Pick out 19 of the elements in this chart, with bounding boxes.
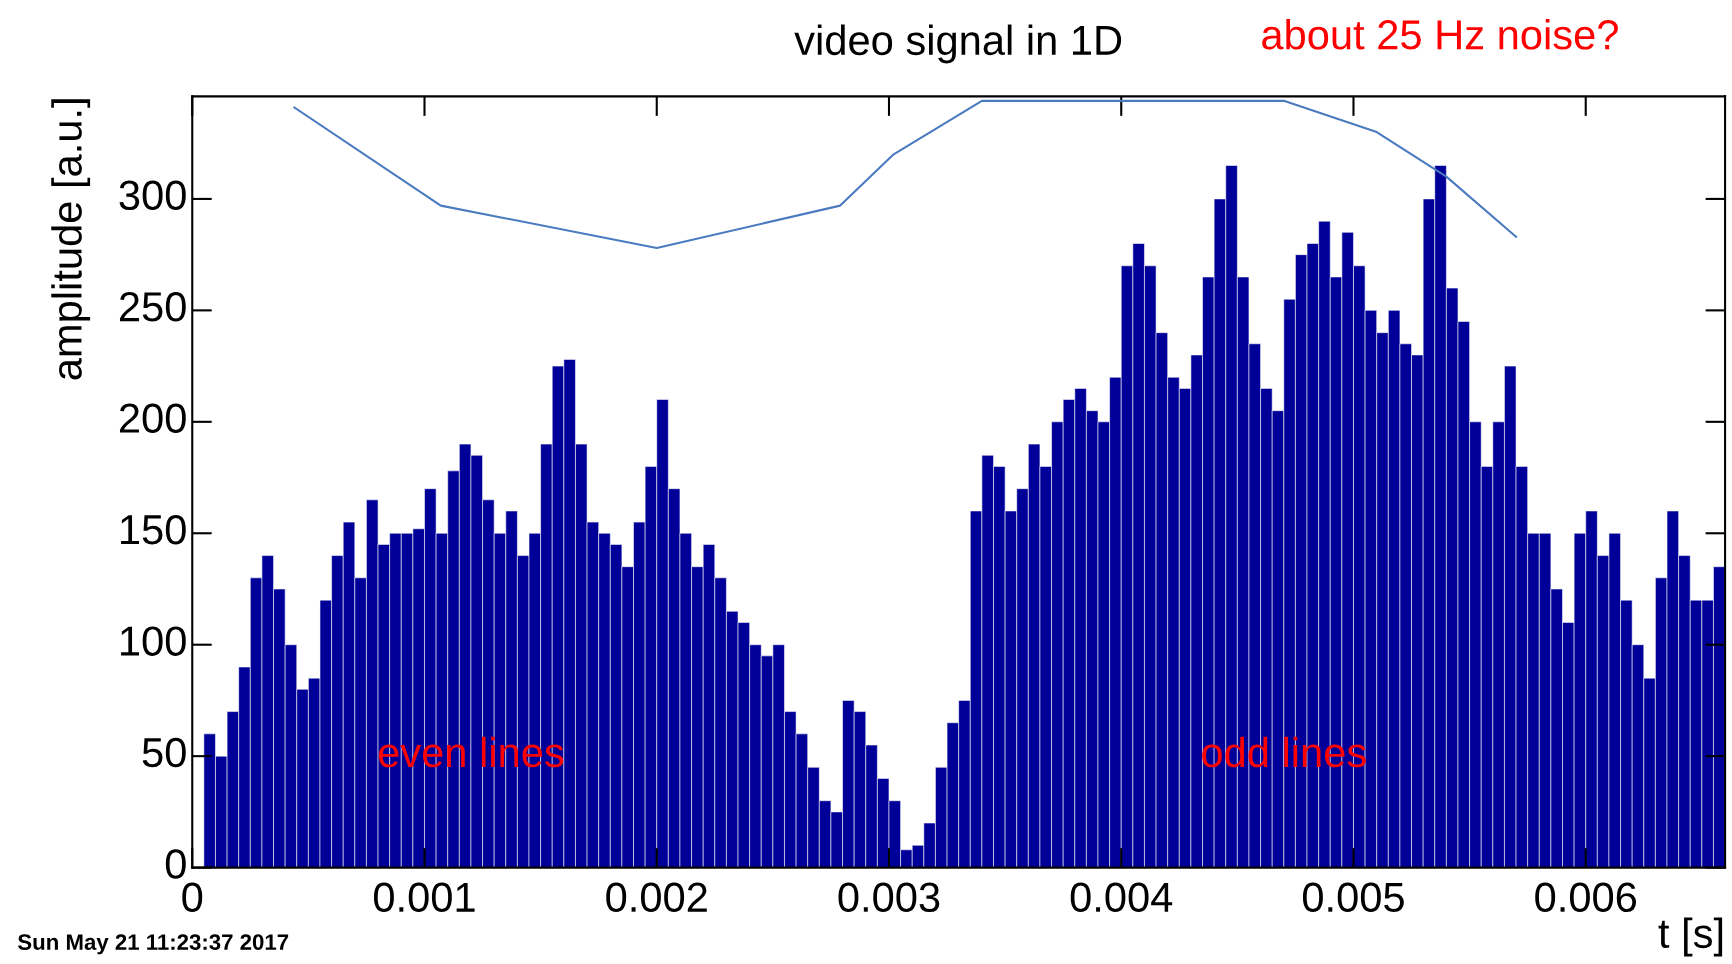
text: about 25 Hz noise? <box>1262 19 1618 50</box>
x-tick-label: 0.003 <box>838 882 940 913</box>
y-tick-label: 250 <box>119 292 186 322</box>
x-tick-label: 0.004 <box>1070 882 1173 913</box>
y-axis-title: amplitude [a.u.] <box>51 99 91 380</box>
x-tick-label: 0.002 <box>606 882 707 913</box>
x-tick-label: 0.005 <box>1302 882 1404 913</box>
y-tick-label: 300 <box>119 180 186 211</box>
y-tick-label: 100 <box>121 626 186 656</box>
chart-title: video signal in 1D <box>794 24 1122 64</box>
y-tick-label: 200 <box>119 403 186 433</box>
x-tick-label: 0.006 <box>1535 882 1637 913</box>
text: Sun May 21 11:23:37 2017 <box>17 934 289 955</box>
y-tick-label: 0 <box>165 849 186 879</box>
x-axis-title: t [s] <box>1658 917 1723 957</box>
line-series <box>293 99 1518 250</box>
y-tick-label: 50 <box>142 737 186 768</box>
y-tick-label: 150 <box>121 514 186 545</box>
x-tick-label: 0.001 <box>374 882 475 913</box>
